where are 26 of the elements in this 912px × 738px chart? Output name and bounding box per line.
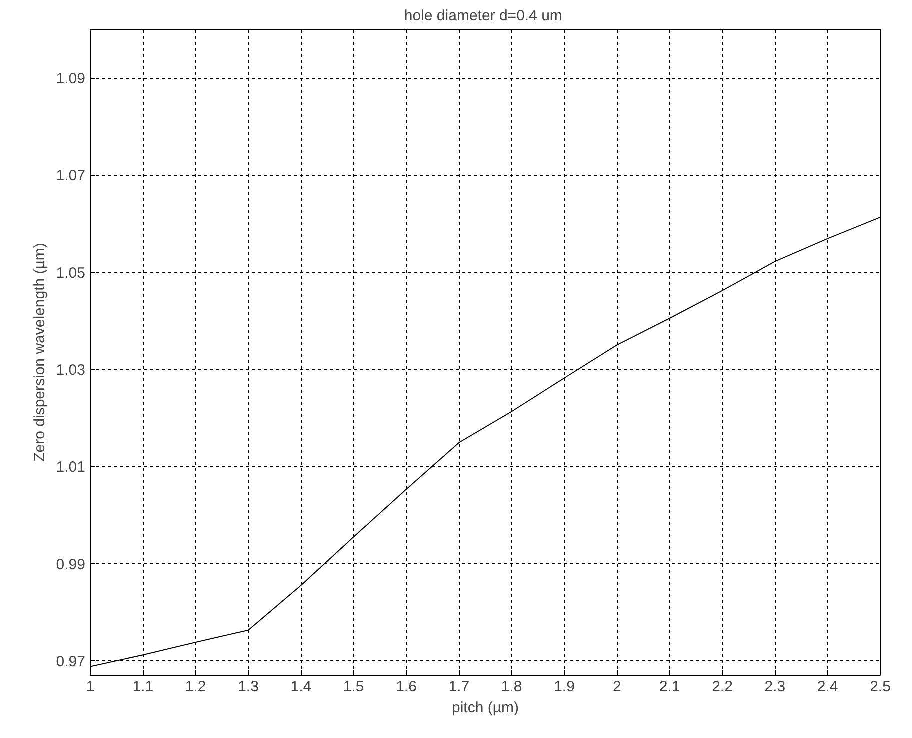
- x-tick-label: 1.3: [238, 678, 259, 696]
- chart-title: hole diameter d=0.4 um: [404, 8, 562, 24]
- x-tick-label: 1.6: [396, 678, 417, 696]
- x-tick-label: 2.2: [712, 678, 733, 696]
- x-tick-label: 1.2: [185, 678, 206, 696]
- y-tick-label: 1.07: [56, 168, 86, 185]
- x-tick-label: 1.4: [290, 678, 312, 696]
- x-tick-label: 1.7: [448, 678, 470, 696]
- x-tick-label: 1.9: [554, 678, 575, 696]
- y-tick-label: 1.03: [56, 362, 86, 379]
- x-tick-label: 1.5: [343, 678, 364, 696]
- x-tick-label: 2: [612, 678, 622, 696]
- x-tick-label: 2.1: [659, 678, 680, 696]
- x-tick-label: 2.5: [870, 678, 891, 696]
- x-tick-label: 1.1: [132, 678, 154, 696]
- y-tick-label: 1.09: [56, 70, 86, 88]
- x-tick-label: 1: [86, 678, 95, 696]
- x-tick-label: 2.3: [764, 678, 786, 696]
- y-axis-title: Zero dispersion wavelength (µm): [31, 243, 48, 462]
- y-tick-label: 0.99: [56, 556, 86, 574]
- x-tick-label: 1.8: [501, 678, 522, 696]
- x-tick-label: 2.4: [817, 678, 838, 696]
- y-tick-label: 1.05: [56, 264, 86, 282]
- x-axis-title: pitch (µm): [452, 700, 519, 716]
- y-tick-label: 1.01: [56, 459, 86, 476]
- y-tick-label: 0.97: [56, 653, 86, 670]
